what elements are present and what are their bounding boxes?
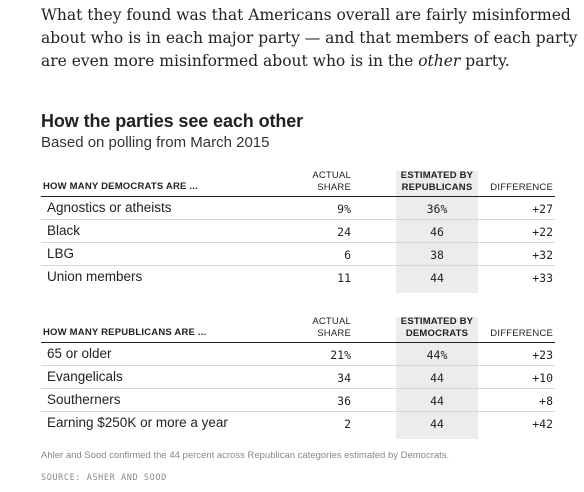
actual-value: 2: [344, 417, 351, 431]
actual-value: 9%: [337, 202, 351, 216]
difference-value: +33: [532, 271, 553, 285]
estimated-column-shade: [396, 317, 478, 439]
table-row: LBG 6 38 +32: [41, 243, 555, 266]
difference-header: DIFFERENCE: [490, 181, 553, 193]
difference-value: +32: [532, 248, 553, 262]
chart-note: Ahler and Sood confirmed the 44 percent …: [41, 450, 450, 461]
table-row: Southerners 36 44 +8: [41, 389, 555, 412]
table-body: Agnostics or atheists 9% 36% +27 Black 2…: [41, 197, 555, 289]
democrats-table: HOW MANY DEMOCRATS ARE ... ACTUAL SHARE …: [41, 170, 555, 293]
table-header: HOW MANY DEMOCRATS ARE ... ACTUAL SHARE …: [41, 170, 555, 197]
table-row: Black 24 46 +22: [41, 220, 555, 243]
estimated-by-header: ESTIMATED BY DEMOCRATS: [400, 316, 474, 339]
estimated-value: 44: [430, 271, 444, 285]
difference-header: DIFFERENCE: [490, 327, 553, 339]
group-label: HOW MANY REPUBLICANS ARE ...: [43, 327, 207, 338]
row-label: Union members: [47, 269, 143, 284]
difference-value: +42: [532, 417, 553, 431]
table-row: Agnostics or atheists 9% 36% +27: [41, 197, 555, 220]
chart-title: How the parties see each other: [41, 111, 304, 131]
difference-value: +27: [532, 202, 553, 216]
table-row: Union members 11 44 +33: [41, 266, 555, 289]
estimated-value: 44: [430, 417, 444, 431]
estimated-value: 44: [430, 371, 444, 385]
difference-value: +23: [532, 348, 553, 362]
actual-value: 21%: [330, 348, 351, 362]
estimated-column-shade: [396, 171, 478, 293]
estimated-by-header: ESTIMATED BY REPUBLICANS: [400, 170, 474, 193]
table-row: Earning $250K or more a year 2 44 +42: [41, 412, 555, 435]
row-label: Evangelicals: [47, 369, 123, 384]
estimated-value: 44: [430, 394, 444, 408]
actual-value: 6: [344, 248, 351, 262]
actual-value: 34: [337, 371, 351, 385]
estimated-value: 36%: [426, 202, 448, 216]
actual-share-header: ACTUAL SHARE: [312, 316, 351, 339]
actual-value: 36: [337, 394, 351, 408]
difference-value: +10: [532, 371, 553, 385]
intro-emphasis: other: [418, 52, 461, 70]
intro-text-part-2: party.: [460, 52, 510, 70]
row-label: 65 or older: [47, 346, 112, 361]
group-label: HOW MANY DEMOCRATS ARE ...: [43, 181, 198, 192]
row-label: Black: [47, 223, 81, 238]
row-label: Southerners: [47, 392, 121, 407]
chart-subtitle: Based on polling from March 2015: [41, 134, 270, 151]
table-body: 65 or older 21% 44% +23 Evangelicals 34 …: [41, 343, 555, 435]
actual-value: 11: [337, 271, 351, 285]
intro-text-part-1: What they found was that Americans overa…: [41, 6, 578, 70]
chart-source: SOURCE: ASHER AND SOOD: [41, 473, 167, 483]
difference-value: +22: [532, 225, 553, 239]
row-label: Earning $250K or more a year: [47, 415, 228, 430]
actual-value: 24: [337, 225, 351, 239]
estimated-value: 46: [430, 225, 444, 239]
actual-share-header: ACTUAL SHARE: [312, 170, 351, 193]
republicans-table: HOW MANY REPUBLICANS ARE ... ACTUAL SHAR…: [41, 316, 555, 439]
row-label: Agnostics or atheists: [47, 200, 172, 215]
estimated-value: 38: [430, 248, 444, 262]
estimated-value: 44%: [426, 348, 448, 362]
difference-value: +8: [539, 394, 553, 408]
table-row: 65 or older 21% 44% +23: [41, 343, 555, 366]
table-row: Evangelicals 34 44 +10: [41, 366, 555, 389]
row-label: LBG: [47, 246, 75, 261]
table-header: HOW MANY REPUBLICANS ARE ... ACTUAL SHAR…: [41, 316, 555, 343]
article-intro-paragraph: What they found was that Americans overa…: [41, 4, 581, 73]
